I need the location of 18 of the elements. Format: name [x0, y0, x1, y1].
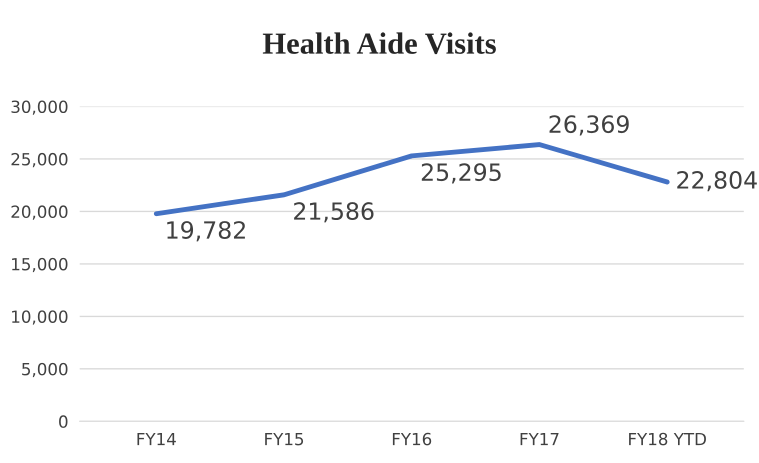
y-tick-label: 0 [59, 415, 68, 428]
data-label: 19,782 [167, 221, 245, 242]
y-tick-label: 15,000 [12, 258, 68, 272]
x-tick-label: FY16 [392, 432, 432, 446]
y-tick-label: 20,000 [11, 205, 68, 220]
chart-title: Health Aide Visits [262, 32, 496, 54]
x-tick-label: FY18 YTD [629, 432, 706, 446]
data-label: 25,295 [422, 163, 501, 184]
y-tick-label: 10,000 [12, 310, 68, 325]
data-label: 22,804 [677, 171, 757, 192]
x-tick-label: FY17 [520, 432, 559, 446]
data-label: 21,586 [294, 202, 374, 222]
y-tick-label: 25,000 [11, 152, 68, 168]
y-tick-label: 30,000 [12, 100, 68, 115]
y-tick-label: 5,000 [22, 362, 68, 378]
x-tick-label: FY14 [137, 432, 176, 446]
data-label: 26,369 [550, 115, 629, 136]
x-tick-label: FY15 [265, 432, 304, 446]
